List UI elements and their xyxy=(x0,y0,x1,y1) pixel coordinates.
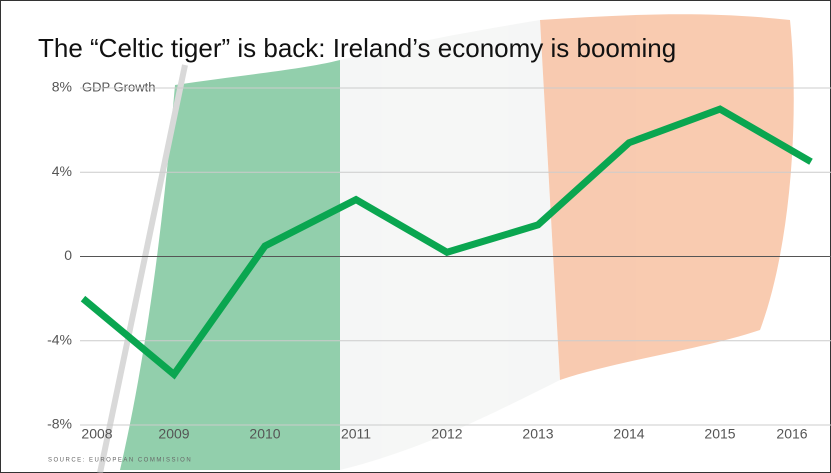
y-tick-label: 0 xyxy=(64,247,72,263)
chart-title: The “Celtic tiger” is back: Ireland’s ec… xyxy=(38,33,676,63)
x-tick-label: 2013 xyxy=(522,426,553,442)
axis-annotation: GDP Growth xyxy=(82,79,155,94)
x-tick-label: 2009 xyxy=(158,426,189,442)
data-line xyxy=(80,105,813,380)
x-tick-label: 2011 xyxy=(341,426,371,442)
y-tick-label: -4% xyxy=(47,331,72,347)
x-tick-label: 2014 xyxy=(613,426,644,442)
y-tick-label: 4% xyxy=(52,163,72,179)
y-tick-label: 8% xyxy=(52,79,72,95)
x-tick-label: 2012 xyxy=(431,426,462,442)
y-tick-label: -8% xyxy=(47,416,72,432)
x-tick-label: 2010 xyxy=(249,426,280,442)
x-tick-label: 2008 xyxy=(81,426,112,442)
x-tick-label: 2016 xyxy=(776,426,807,442)
x-tick-label: 2015 xyxy=(704,426,735,442)
source-note: SOURCE: EUROPEAN COMMISSION xyxy=(48,458,192,464)
